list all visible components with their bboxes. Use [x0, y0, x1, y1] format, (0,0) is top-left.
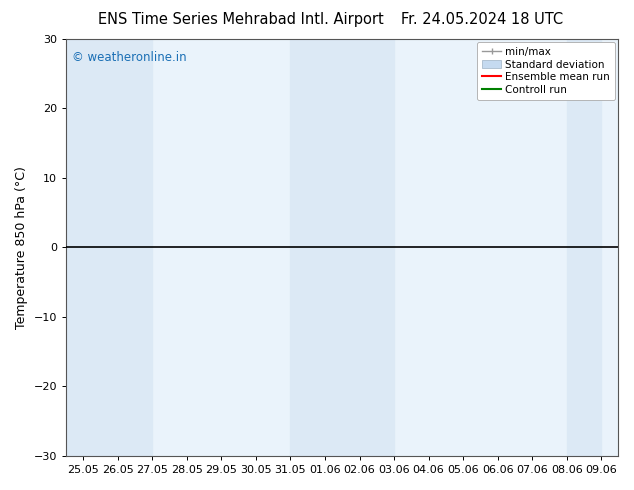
- Text: Fr. 24.05.2024 18 UTC: Fr. 24.05.2024 18 UTC: [401, 12, 563, 27]
- Bar: [290, 39, 394, 456]
- Text: © weatheronline.in: © weatheronline.in: [72, 51, 186, 64]
- Legend: min/max, Standard deviation, Ensemble mean run, Controll run: min/max, Standard deviation, Ensemble me…: [477, 42, 616, 100]
- Bar: [66, 39, 152, 456]
- Y-axis label: Temperature 850 hPa (°C): Temperature 850 hPa (°C): [15, 166, 28, 329]
- Text: ENS Time Series Mehrabad Intl. Airport: ENS Time Series Mehrabad Intl. Airport: [98, 12, 384, 27]
- Bar: [567, 39, 601, 456]
